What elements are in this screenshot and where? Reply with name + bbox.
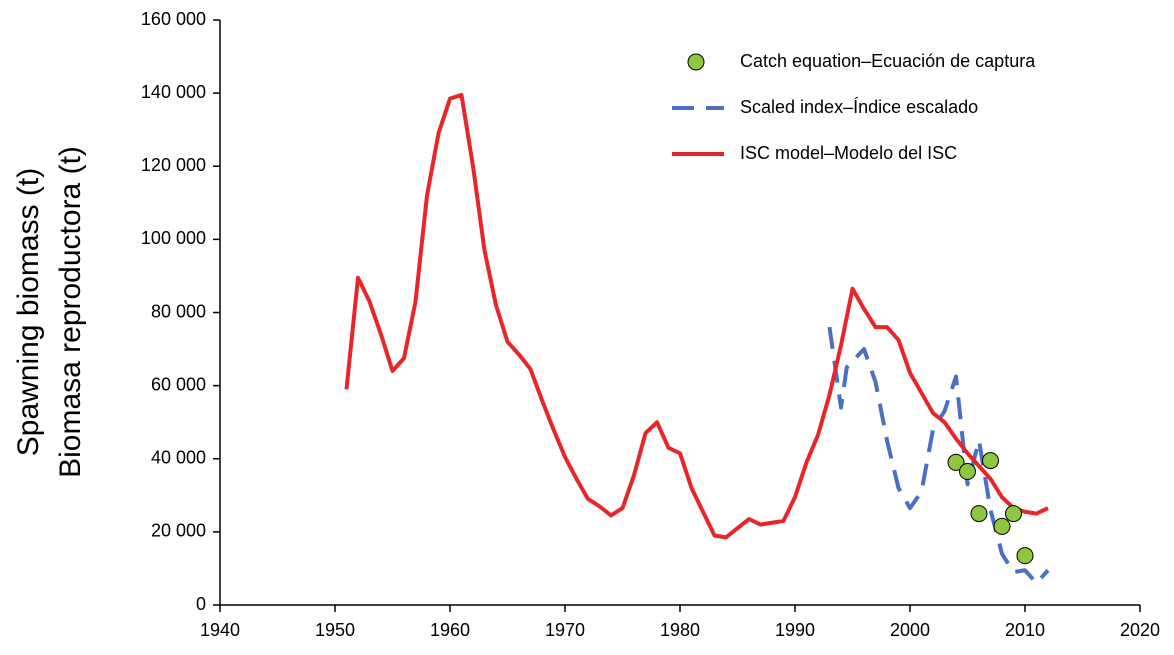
series-line	[827, 326, 1050, 586]
y-tick-label: 0	[196, 594, 206, 614]
x-tick-label: 1980	[660, 620, 700, 640]
y-tick-label: 80 000	[151, 301, 206, 321]
scatter-point	[1005, 505, 1022, 523]
y-tick-label: 140 000	[141, 82, 206, 102]
legend-label: ISC model–Modelo del ISC	[740, 143, 957, 163]
series-line	[344, 92, 1049, 540]
x-tick-label: 1990	[775, 620, 815, 640]
scatter-point	[1016, 547, 1034, 565]
x-tick-label: 2000	[890, 620, 930, 640]
scatter-point	[993, 517, 1011, 535]
y-tick-label: 160 000	[141, 9, 206, 29]
legend-label: Catch equation–Ecuación de captura	[740, 51, 1036, 71]
y-label-1-group: Spawning biomass (t)	[12, 168, 45, 456]
y-tick-label: 20 000	[151, 521, 206, 541]
y-axis-label: Spawning biomass (t)	[12, 168, 45, 456]
y-label-2-group: Biomasa reproductora (t)	[54, 146, 87, 478]
x-tick-label: 1950	[315, 620, 355, 640]
scatter-point	[982, 452, 999, 470]
x-tick-label: 1940	[200, 620, 240, 640]
scatter-point	[970, 505, 988, 523]
legend-marker	[687, 53, 705, 71]
y-tick-label: 100 000	[141, 228, 206, 248]
scatter-point	[959, 463, 976, 481]
y-tick-label: 120 000	[141, 155, 206, 175]
scatter-point	[947, 453, 965, 471]
legend-label: Scaled index–Índice escalado	[740, 97, 978, 117]
y-tick-label: 60 000	[151, 374, 206, 394]
y-tick-label: 40 000	[151, 448, 206, 468]
x-tick-label: 1970	[545, 620, 585, 640]
x-tick-label: 2020	[1120, 620, 1160, 640]
x-tick-label: 1960	[430, 620, 470, 640]
y-axis-label: Biomasa reproductora (t)	[54, 146, 87, 478]
x-tick-label: 2010	[1005, 620, 1045, 640]
